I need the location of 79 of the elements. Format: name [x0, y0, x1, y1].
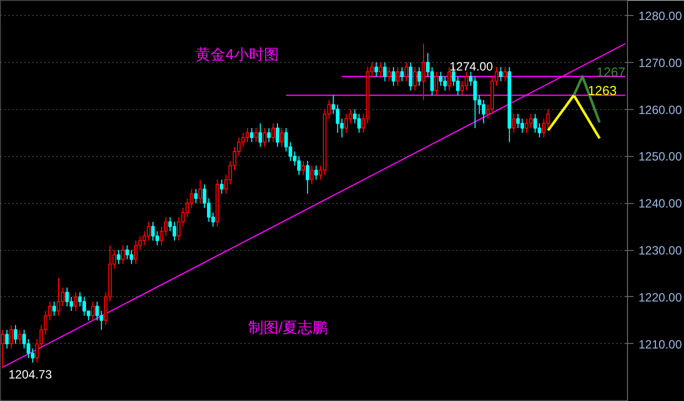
candlestick [482, 99, 486, 124]
candlestick [529, 114, 533, 129]
annotation: 1274.00 [450, 60, 494, 74]
candlestick [198, 179, 202, 204]
series-label: 1267 [596, 64, 626, 80]
text: 黄金4小时图 [196, 46, 279, 64]
candlestick [271, 122, 275, 143]
candlestick [267, 128, 271, 143]
candlestick [276, 122, 280, 148]
series-label: 1263 [588, 83, 617, 98]
candlestick [400, 66, 404, 82]
candlestick [262, 128, 266, 148]
candlestick [516, 114, 520, 129]
candlestick [396, 66, 400, 86]
candlestick [56, 278, 60, 316]
candlestick [387, 66, 391, 82]
candlestick [220, 179, 224, 194]
candlestick [284, 128, 288, 152]
candlestick [456, 76, 460, 96]
candlestick [378, 62, 382, 77]
candlestick [374, 62, 378, 77]
candlestick [404, 62, 408, 82]
annotation: 1204.73 [8, 368, 52, 382]
y-tick-label: 1270.00 [638, 56, 682, 70]
candlestick [417, 66, 422, 86]
candlestick [336, 104, 340, 134]
candlestick [151, 221, 155, 242]
candlestick [146, 221, 150, 242]
candlestick [520, 118, 524, 134]
candlestick [246, 128, 250, 143]
candlestick [499, 66, 503, 82]
candlestick [297, 156, 301, 176]
candlestick [357, 114, 361, 134]
candlestick [121, 244, 125, 265]
annotation: 制图/夏志鹏 [248, 320, 328, 336]
candlestick [422, 43, 426, 100]
candlestick [447, 66, 452, 92]
candlestick [473, 76, 477, 129]
candlestick [14, 324, 18, 344]
candlestick [172, 221, 176, 242]
candlestick [100, 310, 104, 330]
y-tick-label: 1280.00 [638, 9, 682, 24]
candlestick [306, 160, 310, 194]
candlestick [74, 292, 78, 312]
candlestick [408, 62, 412, 92]
candlestick [65, 287, 69, 307]
candlestick [18, 329, 22, 344]
y-tick-label: 1260.00 [638, 102, 682, 117]
candlestick [392, 66, 396, 86]
candlestick [5, 329, 9, 349]
y-tick-label: 1250.00 [638, 150, 682, 164]
candlestick [52, 301, 56, 316]
candlestick [194, 188, 198, 204]
candlestick [134, 240, 138, 265]
candlestick [464, 71, 468, 92]
candlestick [434, 71, 438, 96]
y-tick-label: 1240.00 [638, 196, 682, 211]
candlestick [314, 165, 318, 180]
y-tick-label: 1210.00 [638, 337, 682, 352]
candlestick [130, 250, 134, 265]
candlestick [254, 128, 258, 143]
candlestick [443, 76, 447, 92]
candlestick [250, 128, 254, 143]
candlestick [116, 250, 120, 265]
y-tick-label: 1220.00 [638, 290, 682, 304]
candlestick [82, 296, 86, 316]
candlestick [310, 165, 314, 185]
candlestick [524, 118, 528, 134]
y-tick-label: 1230.00 [638, 244, 682, 258]
candlestick [503, 66, 507, 82]
candlestick [301, 160, 306, 176]
candlestick [258, 122, 262, 148]
candlestick [91, 301, 95, 321]
candlestick [280, 128, 284, 148]
candlestick [413, 66, 417, 92]
candlestick [9, 324, 14, 349]
candlestick [512, 114, 516, 134]
candlestick [95, 301, 99, 321]
candlestick [383, 62, 387, 82]
